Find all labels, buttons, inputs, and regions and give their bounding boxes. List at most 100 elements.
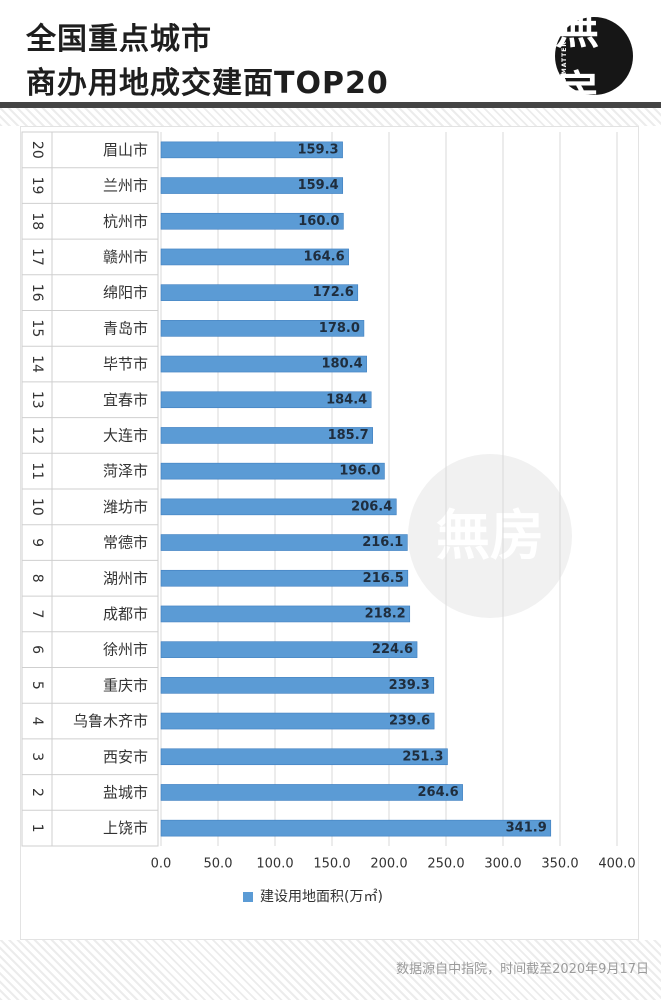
value-label: 216.5: [363, 571, 404, 586]
category-label: 青岛市: [103, 319, 148, 337]
bar: [160, 534, 408, 551]
stripe-band-bottom: [0, 940, 661, 1000]
value-label: 206.4: [351, 499, 392, 514]
x-tick-label: 150.0: [313, 857, 350, 872]
rank-label: 12: [29, 427, 45, 445]
header-divider: [0, 102, 661, 108]
page-title-line-1: 全国重点城市: [26, 22, 212, 57]
x-tick-label: 400.0: [598, 857, 635, 872]
category-label: 潍坊市: [103, 498, 148, 516]
value-label: 172.6: [313, 285, 354, 300]
value-label: 224.6: [372, 642, 413, 657]
rank-label: 20: [29, 141, 45, 159]
x-tick-label: 100.0: [256, 857, 293, 872]
bar: [160, 677, 435, 694]
brand-logo-glyph: 無房: [555, 3, 599, 118]
rank-label: 6: [29, 645, 45, 654]
bar: [160, 391, 372, 409]
rank-label: 7: [29, 609, 45, 618]
value-label: 196.0: [339, 464, 380, 479]
chart-border: [20, 126, 639, 940]
rank-label: 4: [29, 717, 45, 726]
bar: [160, 427, 373, 444]
category-label: 常德市: [103, 534, 148, 552]
watermark-glyph: 無房: [436, 503, 544, 567]
bar: [160, 569, 409, 587]
value-label: 239.6: [389, 714, 430, 729]
rank-label: 15: [29, 319, 45, 337]
value-label: 159.3: [297, 142, 338, 157]
value-label: 159.4: [298, 178, 339, 193]
rank-label: 5: [29, 681, 45, 690]
x-tick-label: 250.0: [427, 857, 464, 872]
rank-label: 8: [29, 574, 45, 583]
category-label: 眉山市: [103, 141, 148, 159]
value-label: 218.2: [365, 606, 406, 621]
x-tick-label: 0.0: [151, 857, 172, 872]
bar: [160, 462, 385, 480]
rank-label: 3: [29, 752, 45, 761]
bar: [160, 212, 344, 230]
bar: [160, 748, 448, 766]
brand-logo: NO MATTER 無房: [555, 3, 633, 118]
category-label: 成都市: [103, 605, 148, 623]
rank-label: 19: [29, 177, 45, 195]
category-label: 宜春市: [103, 391, 148, 409]
legend-label: 建设用地面积(万㎡): [260, 889, 383, 905]
page-title-line-2: 商办用地成交建面TOP20: [26, 66, 389, 101]
category-label: 西安市: [103, 748, 148, 766]
rank-label: 10: [29, 498, 45, 516]
rank-label: 11: [29, 462, 45, 480]
value-label: 180.4: [322, 357, 363, 372]
value-label: 184.4: [326, 392, 367, 407]
x-tick-label: 200.0: [370, 857, 407, 872]
legend-swatch: [243, 892, 253, 902]
value-label: 185.7: [328, 428, 369, 443]
bar: [160, 712, 435, 730]
category-label: 湖州市: [103, 569, 148, 587]
stripe-band-top: [0, 108, 661, 126]
category-label: 盐城市: [103, 783, 148, 801]
bar: [160, 784, 463, 801]
category-label: 上饶市: [103, 819, 148, 837]
rank-label: 16: [29, 284, 45, 302]
bar: [160, 177, 344, 194]
value-label: 216.1: [362, 535, 403, 550]
bar: [160, 320, 365, 337]
category-label: 大连市: [103, 426, 148, 444]
category-label: 徐州市: [103, 641, 148, 659]
value-label: 178.0: [319, 321, 360, 336]
chart-panel: 無房 20 眉山市 159.3 19 兰州市 159.4 18 杭州市 160.0 17 赣州市 164…: [20, 126, 639, 940]
value-label: 239.3: [389, 678, 430, 693]
brand-logo-small-text: NO MATTER: [561, 41, 568, 90]
bar: [160, 284, 359, 301]
category-label: 兰州市: [103, 177, 148, 195]
value-label: 251.3: [402, 749, 443, 764]
value-label: 341.9: [506, 821, 547, 836]
value-label: 164.6: [304, 249, 345, 264]
category-label: 乌鲁木齐市: [73, 712, 148, 730]
value-label: 160.0: [298, 214, 339, 229]
category-label: 菏泽市: [103, 462, 148, 480]
category-label: 重庆市: [103, 676, 148, 694]
bar: [160, 605, 411, 623]
x-tick-label: 300.0: [484, 857, 521, 872]
rank-label: 14: [29, 355, 45, 373]
rank-label: 1: [29, 824, 45, 833]
category-label: 杭州市: [103, 212, 148, 230]
bar: [160, 355, 367, 373]
rank-label: 18: [29, 212, 45, 230]
rank-label: 9: [29, 538, 45, 547]
bar: [160, 498, 397, 516]
category-label: 毕节市: [103, 355, 148, 373]
x-tick-label: 350.0: [541, 857, 578, 872]
watermark-circle: [408, 454, 572, 618]
bar: [160, 248, 349, 266]
category-label: 绵阳市: [103, 284, 148, 302]
rank-label: 17: [29, 248, 45, 266]
source-note: 数据源自中指院，时间截至2020年9月17日: [396, 962, 649, 977]
rank-label: 2: [29, 788, 45, 797]
rank-label: 13: [29, 391, 45, 409]
x-tick-label: 50.0: [204, 857, 233, 872]
